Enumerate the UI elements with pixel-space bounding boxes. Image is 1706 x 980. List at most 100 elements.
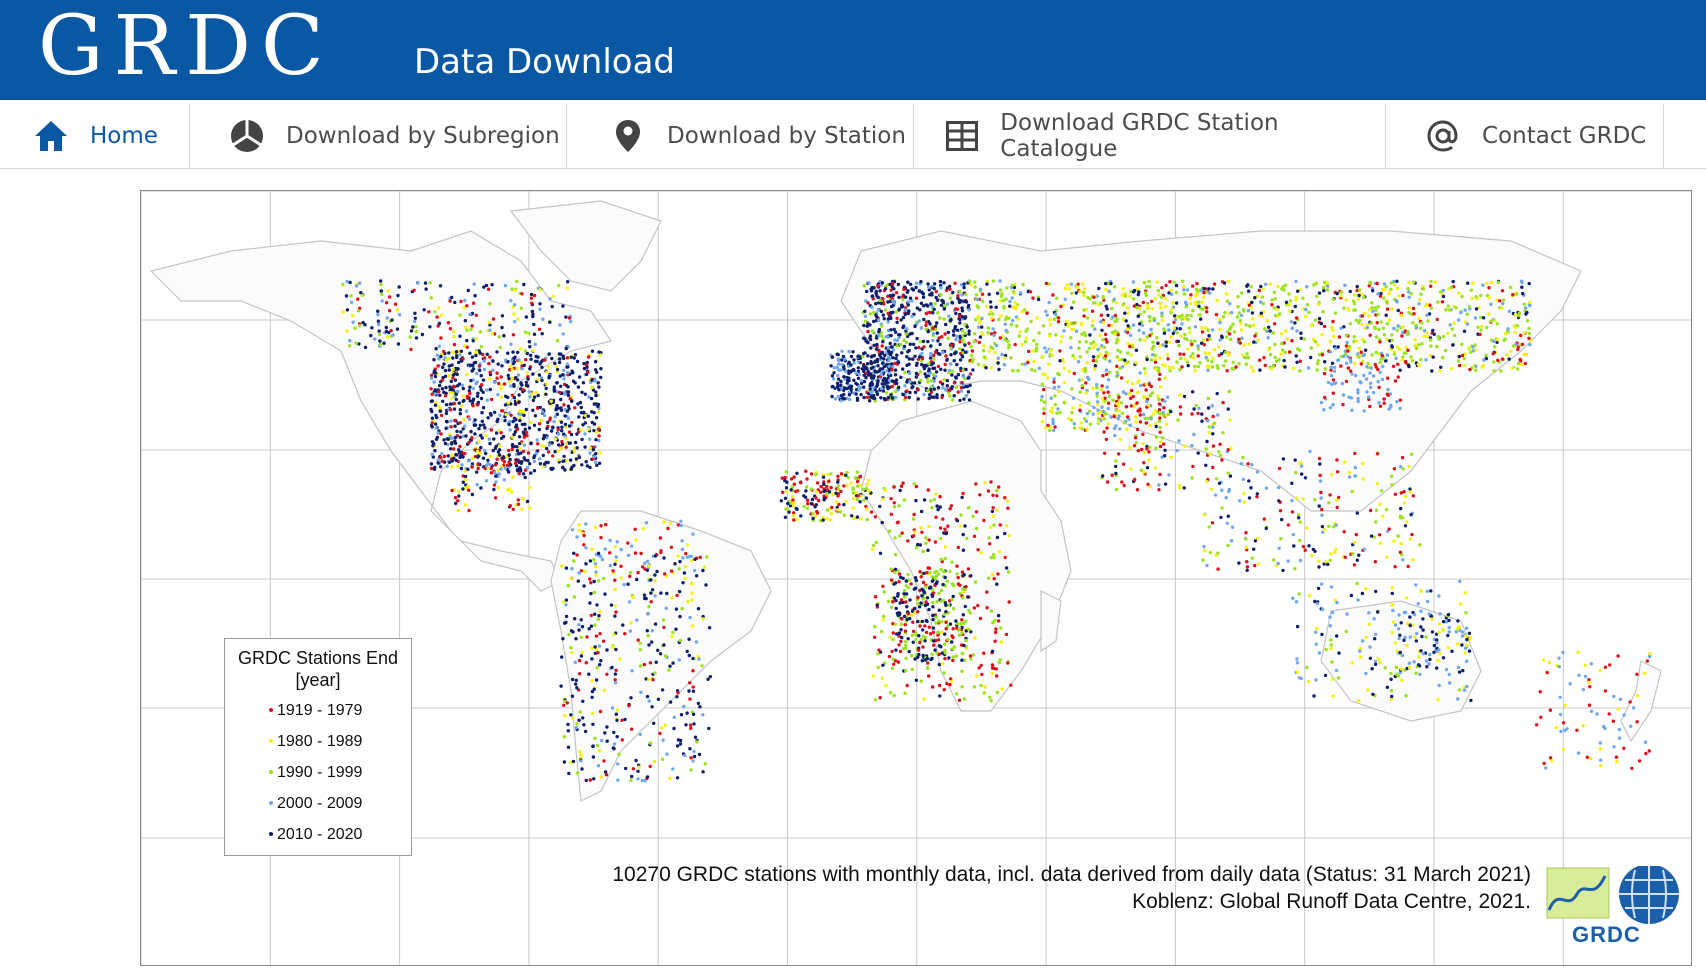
station-map[interactable] — [140, 190, 1692, 966]
station-point — [450, 396, 454, 400]
station-point — [995, 535, 1000, 540]
nav-download-station-catalogue[interactable]: Download GRDC Station Catalogue — [914, 104, 1386, 168]
station-point — [893, 368, 898, 372]
station-point — [1367, 314, 1371, 318]
station-point — [576, 579, 580, 583]
station-point — [1519, 279, 1524, 283]
station-point — [572, 356, 576, 360]
station-points — [341, 279, 1652, 783]
station-point — [583, 392, 587, 396]
station-point — [1485, 325, 1489, 330]
station-point — [1353, 308, 1358, 312]
station-point — [945, 579, 949, 583]
station-point — [920, 594, 924, 598]
station-point — [1382, 333, 1387, 337]
station-point — [500, 364, 504, 368]
station-point — [1211, 356, 1215, 360]
nav-download-by-subregion[interactable]: Download by Subregion — [190, 104, 567, 168]
station-point — [1289, 320, 1294, 324]
station-point — [1172, 326, 1177, 330]
station-point — [1292, 366, 1296, 370]
station-point — [1208, 291, 1212, 295]
nav-download-by-station[interactable]: Download by Station — [567, 104, 914, 168]
station-point — [1489, 319, 1493, 323]
station-point — [911, 517, 916, 521]
station-point — [1104, 287, 1108, 292]
station-point — [1059, 304, 1063, 309]
world-map-svg — [141, 191, 1691, 965]
station-point — [907, 357, 912, 361]
station-point — [1081, 368, 1085, 372]
station-point — [920, 362, 924, 367]
station-point — [563, 414, 567, 418]
station-point — [1376, 367, 1380, 372]
station-point — [495, 350, 499, 354]
station-point — [865, 517, 869, 522]
station-point — [991, 327, 995, 331]
station-point — [582, 366, 587, 371]
station-point — [902, 338, 906, 342]
station-point — [974, 510, 979, 514]
station-point — [469, 327, 473, 332]
station-point — [508, 379, 512, 383]
station-point — [597, 461, 602, 465]
station-point — [1103, 399, 1107, 403]
station-point — [939, 303, 944, 307]
station-point — [863, 351, 867, 355]
station-point — [969, 574, 973, 578]
station-point — [941, 517, 945, 521]
station-point — [1007, 343, 1011, 347]
station-point — [697, 752, 702, 757]
station-point — [951, 290, 955, 295]
station-point — [928, 310, 932, 315]
station-point — [922, 345, 926, 349]
station-point — [592, 455, 597, 459]
station-point — [1069, 418, 1074, 422]
grdc-logo[interactable]: GRDC — [38, 0, 334, 94]
station-point — [894, 310, 899, 314]
station-point — [420, 332, 425, 337]
station-point — [594, 402, 598, 406]
globe-icon — [228, 117, 266, 155]
station-point — [686, 599, 690, 604]
station-point — [1016, 369, 1020, 373]
station-point — [962, 697, 967, 701]
station-point — [1002, 363, 1007, 367]
station-point — [880, 386, 884, 391]
station-point — [696, 701, 701, 706]
station-point — [432, 380, 436, 384]
station-point — [1223, 359, 1228, 363]
station-point — [836, 352, 840, 357]
station-point — [1123, 358, 1127, 362]
station-point — [682, 704, 686, 709]
station-point — [1205, 419, 1210, 423]
station-point — [488, 355, 492, 359]
station-point — [691, 656, 695, 661]
station-point — [889, 605, 894, 609]
station-point — [473, 360, 478, 365]
station-point — [1051, 293, 1055, 297]
station-point — [537, 422, 542, 426]
station-point — [1044, 309, 1048, 314]
station-point — [1040, 394, 1044, 399]
station-point — [561, 373, 565, 377]
station-point — [1426, 319, 1430, 323]
station-point — [1320, 333, 1324, 337]
station-point — [934, 374, 938, 379]
station-point — [497, 453, 502, 457]
station-point — [835, 381, 840, 385]
station-point — [522, 435, 526, 439]
station-point — [522, 432, 526, 436]
station-point — [1166, 323, 1171, 327]
station-point — [976, 297, 980, 302]
station-point — [889, 288, 893, 292]
station-point — [1179, 334, 1183, 338]
station-point — [550, 304, 554, 309]
station-point — [972, 685, 977, 689]
station-point — [411, 325, 415, 329]
nav-contact-grdc[interactable]: Contact GRDC — [1386, 104, 1664, 168]
nav-home[interactable]: Home — [0, 104, 190, 168]
station-point — [881, 313, 885, 317]
station-point — [1050, 353, 1054, 357]
station-point — [1508, 285, 1513, 290]
